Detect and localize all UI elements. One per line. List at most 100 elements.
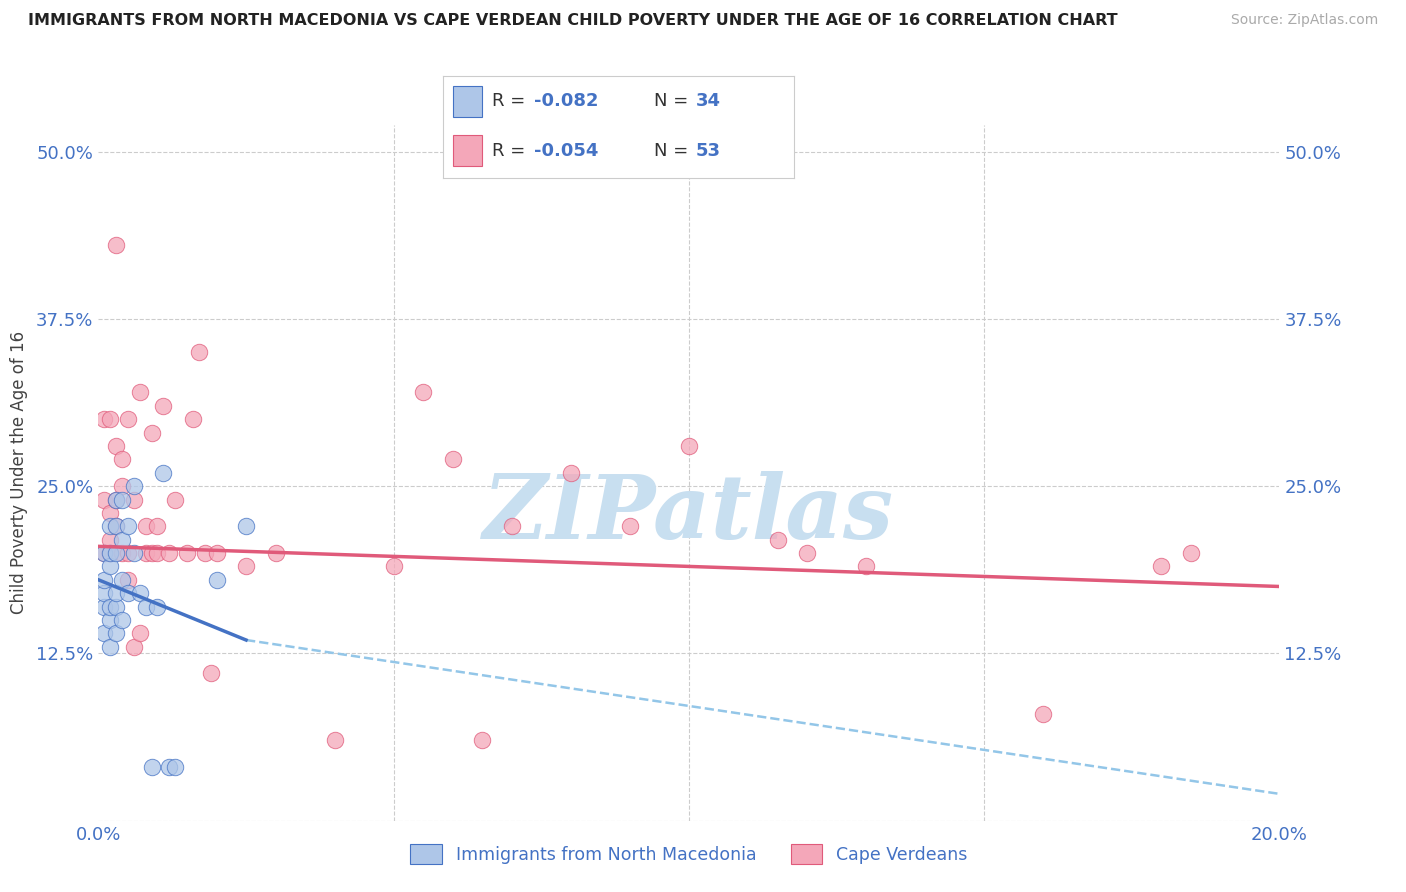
Point [235,559,257,574]
Point [264,546,287,560]
Point [93,599,115,614]
Point [187,345,209,359]
Point [105,492,128,507]
Point [105,492,128,507]
Point [855,559,877,574]
Point [98,412,121,426]
Point [200,666,222,681]
Point [105,439,128,453]
Point [98,519,121,533]
Point [98,546,121,560]
Point [93,573,115,587]
Point [146,599,169,614]
Point [205,573,228,587]
Text: 34: 34 [696,93,721,111]
Point [98,506,121,520]
Point [98,599,121,614]
Point [471,733,494,747]
Point [93,546,115,560]
Point [122,640,145,654]
Point [128,586,150,600]
Point [111,533,134,547]
Text: 53: 53 [696,142,721,160]
Point [122,546,145,560]
Point [141,760,163,774]
Point [181,412,204,426]
Point [165,492,187,507]
Point [1150,559,1173,574]
Point [141,425,163,440]
Point [135,519,157,533]
Point [382,559,405,574]
Point [93,586,115,600]
Point [111,573,134,587]
Text: Source: ZipAtlas.com: Source: ZipAtlas.com [1230,13,1378,28]
Point [98,613,121,627]
Text: -0.054: -0.054 [534,142,599,160]
Text: R =: R = [492,142,531,160]
Point [194,546,217,560]
Point [1180,546,1202,560]
Point [1032,706,1054,721]
Point [412,385,434,400]
Point [128,385,150,400]
Point [146,546,169,560]
Point [98,559,121,574]
Point [441,452,464,467]
Point [135,546,157,560]
Point [205,546,228,560]
Point [235,519,257,533]
Point [165,760,187,774]
Point [152,399,174,413]
Point [157,760,180,774]
Point [619,519,641,533]
Point [157,546,180,560]
Point [111,546,134,560]
Point [93,492,115,507]
Text: ZIPatlas: ZIPatlas [484,471,894,558]
Point [117,586,139,600]
Text: -0.082: -0.082 [534,93,599,111]
Point [678,439,700,453]
Point [141,546,163,560]
Point [122,479,145,493]
Point [128,626,150,640]
Point [93,546,115,560]
Point [98,533,121,547]
Point [93,626,115,640]
Point [105,238,128,252]
Point [98,640,121,654]
Point [93,412,115,426]
Point [117,573,139,587]
Point [117,519,139,533]
Y-axis label: Child Poverty Under the Age of 16: Child Poverty Under the Age of 16 [10,331,28,615]
Point [323,733,346,747]
Point [796,546,818,560]
Point [152,466,174,480]
Point [135,599,157,614]
Point [146,519,169,533]
Point [98,546,121,560]
Point [176,546,198,560]
Bar [453,136,481,166]
Point [111,492,134,507]
Text: IMMIGRANTS FROM NORTH MACEDONIA VS CAPE VERDEAN CHILD POVERTY UNDER THE AGE OF 1: IMMIGRANTS FROM NORTH MACEDONIA VS CAPE … [28,13,1118,29]
Point [111,452,134,467]
Point [501,519,523,533]
Point [122,492,145,507]
Point [105,586,128,600]
Point [105,546,128,560]
Point [766,533,789,547]
Point [560,466,582,480]
Bar [453,87,481,117]
Point [105,599,128,614]
Point [117,412,139,426]
Text: N =: N = [654,142,693,160]
Point [105,519,128,533]
Legend: Immigrants from North Macedonia, Cape Verdeans: Immigrants from North Macedonia, Cape Ve… [404,838,974,871]
Point [111,613,134,627]
Point [105,626,128,640]
Point [105,519,128,533]
Text: N =: N = [654,93,693,111]
Point [111,479,134,493]
